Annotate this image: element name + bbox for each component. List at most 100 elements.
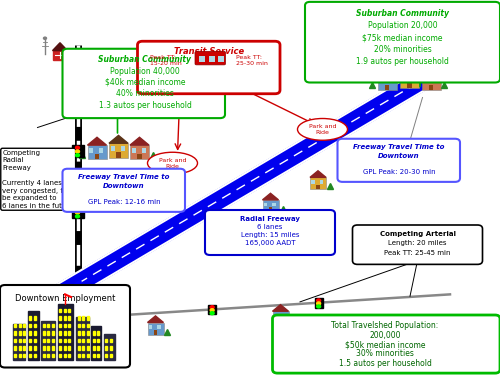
Bar	[42, 339, 44, 342]
Bar	[64, 316, 66, 320]
Text: Downtown Employment: Downtown Employment	[15, 294, 115, 303]
Bar	[94, 154, 100, 159]
Bar	[42, 324, 44, 327]
FancyBboxPatch shape	[62, 49, 225, 118]
Text: Suburban Community: Suburban Community	[356, 9, 449, 18]
Bar	[282, 314, 286, 318]
Circle shape	[76, 215, 80, 218]
Bar	[52, 331, 54, 334]
Text: 15-20 min: 15-20 min	[150, 61, 182, 66]
Bar	[14, 346, 16, 350]
Text: 40% minorities: 40% minorities	[116, 89, 174, 98]
Text: Radial Freeway: Radial Freeway	[240, 216, 300, 222]
Bar	[78, 346, 80, 350]
Bar	[86, 346, 88, 350]
Circle shape	[316, 305, 320, 308]
Bar	[88, 145, 106, 159]
Polygon shape	[148, 316, 164, 322]
Bar	[268, 207, 272, 212]
Bar	[109, 143, 128, 158]
Bar	[274, 314, 278, 318]
Bar	[59, 339, 61, 342]
Bar	[47, 324, 49, 327]
Bar	[97, 339, 99, 342]
Text: Competing
Radial
Freeway

Currently 4 lanes,
very congested, to
be expanded to
6: Competing Radial Freeway Currently 4 lan…	[2, 150, 74, 208]
Bar	[42, 331, 44, 334]
Bar	[400, 74, 419, 88]
Bar	[29, 331, 31, 334]
Text: GPL Peak: 12-16 min: GPL Peak: 12-16 min	[88, 199, 160, 205]
Bar	[154, 330, 158, 334]
Bar	[68, 316, 70, 320]
Bar	[219, 231, 222, 234]
Bar	[72, 145, 84, 157]
Bar	[52, 51, 68, 60]
Bar	[52, 339, 54, 342]
Text: $75k median income: $75k median income	[362, 33, 443, 42]
Text: Downtown: Downtown	[378, 153, 420, 159]
Bar	[52, 346, 54, 350]
Text: Downtown: Downtown	[103, 183, 145, 189]
Bar	[110, 146, 114, 151]
Bar	[34, 346, 35, 350]
Bar	[23, 346, 25, 350]
Text: 1.5 autos per household: 1.5 autos per household	[338, 359, 432, 368]
Polygon shape	[130, 137, 149, 145]
Bar	[29, 316, 31, 320]
Bar	[390, 79, 394, 83]
Bar	[78, 324, 80, 327]
Bar	[68, 346, 70, 350]
FancyBboxPatch shape	[338, 139, 460, 182]
Bar	[47, 346, 49, 350]
Bar	[105, 339, 107, 342]
Bar	[262, 200, 278, 212]
Bar	[379, 79, 383, 83]
Bar	[82, 331, 84, 334]
Text: Peak TT: 25-45 min: Peak TT: 25-45 min	[384, 250, 451, 256]
Bar	[148, 322, 164, 334]
Circle shape	[76, 211, 80, 214]
Bar	[86, 339, 88, 342]
Bar	[82, 346, 84, 350]
Bar	[384, 85, 390, 90]
Bar	[100, 148, 103, 153]
Text: Suburban Community: Suburban Community	[98, 56, 192, 64]
Text: $40k median income: $40k median income	[105, 78, 185, 87]
Text: Length: 15 miles: Length: 15 miles	[241, 232, 299, 238]
Text: Population 20,000: Population 20,000	[368, 21, 438, 30]
Text: Park and
Ride: Park and Ride	[309, 124, 336, 135]
Bar	[218, 228, 234, 240]
Bar	[47, 331, 49, 334]
Bar	[199, 56, 205, 62]
Bar	[47, 354, 49, 357]
Bar	[58, 304, 72, 360]
Text: 20% minorities: 20% minorities	[374, 45, 432, 54]
FancyBboxPatch shape	[352, 225, 482, 264]
Circle shape	[210, 312, 214, 315]
Bar	[68, 339, 70, 342]
Bar	[434, 79, 438, 83]
Bar	[68, 331, 70, 334]
Bar	[64, 339, 66, 342]
Bar	[86, 316, 88, 320]
Text: 8 miles: 8 miles	[114, 174, 141, 183]
Bar	[29, 324, 31, 327]
Bar	[78, 316, 80, 320]
Text: Freeway Travel Time to: Freeway Travel Time to	[78, 174, 170, 180]
Bar	[310, 177, 326, 189]
Bar	[47, 339, 49, 342]
Bar	[64, 324, 66, 327]
Bar	[52, 354, 54, 357]
Bar	[97, 331, 99, 334]
Bar	[132, 148, 136, 153]
Circle shape	[76, 146, 80, 149]
Text: 1.3 autos per household: 1.3 autos per household	[98, 100, 192, 109]
Circle shape	[210, 306, 214, 309]
Text: 25-30 min: 25-30 min	[236, 61, 268, 66]
Bar	[34, 354, 35, 357]
Bar	[14, 324, 16, 327]
Circle shape	[316, 302, 320, 305]
Bar	[402, 77, 406, 81]
Bar	[209, 56, 215, 62]
Polygon shape	[262, 193, 278, 200]
